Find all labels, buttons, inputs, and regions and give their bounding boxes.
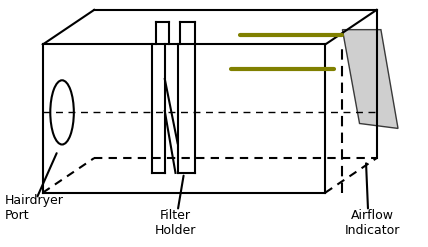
Polygon shape — [342, 30, 398, 128]
Text: Airflow
Indicator: Airflow Indicator — [345, 209, 400, 237]
Text: Filter
Holder: Filter Holder — [155, 209, 196, 237]
Text: Hairdryer
Port: Hairdryer Port — [4, 194, 63, 222]
